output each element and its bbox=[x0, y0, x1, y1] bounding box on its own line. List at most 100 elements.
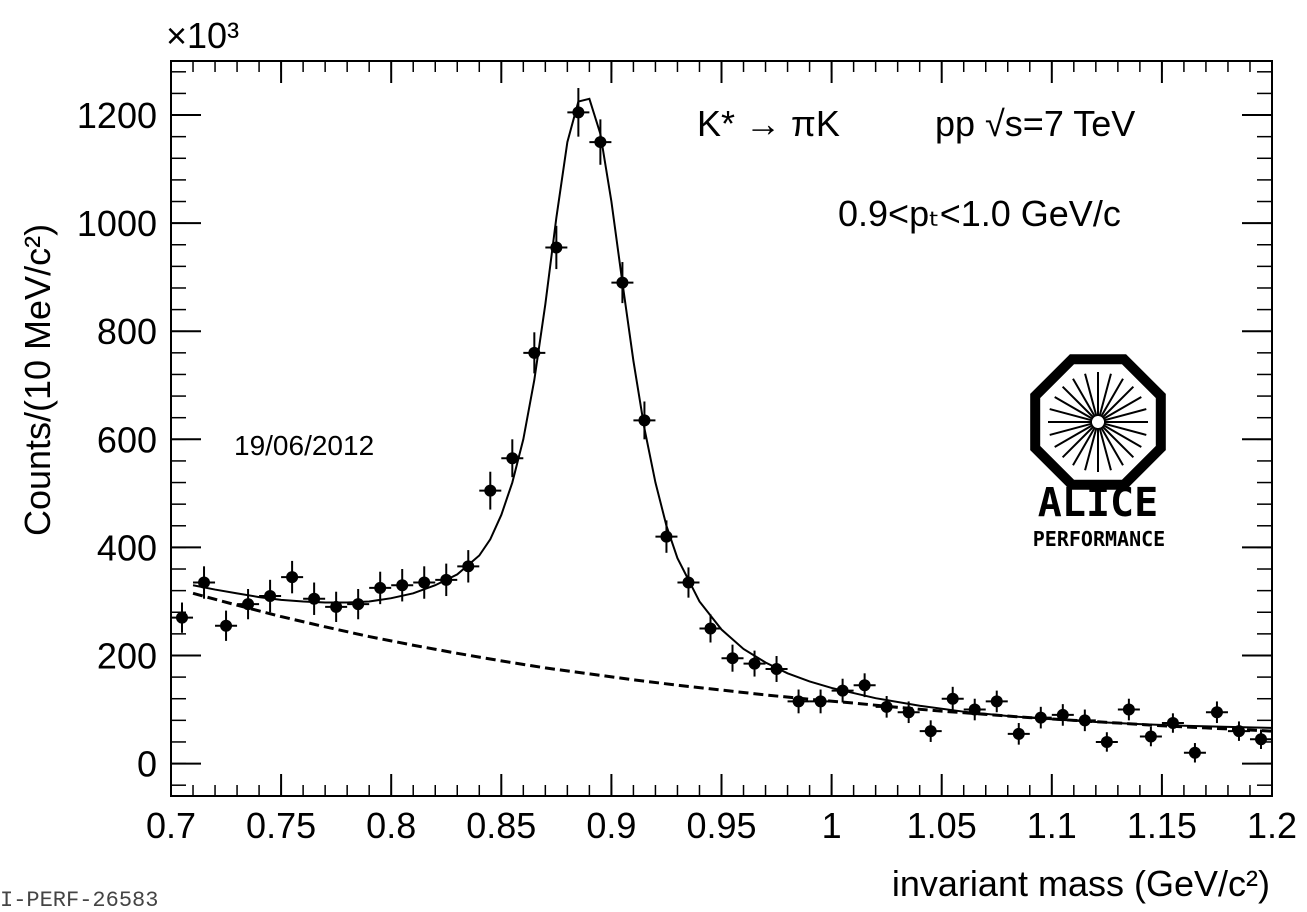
data-point bbox=[193, 566, 216, 599]
data-marker bbox=[726, 652, 739, 665]
data-marker bbox=[1100, 735, 1113, 748]
data-marker bbox=[198, 576, 211, 589]
data-marker bbox=[660, 530, 673, 543]
x-tick-label: 0.95 bbox=[686, 805, 756, 846]
data-marker bbox=[946, 692, 959, 705]
data-point bbox=[941, 686, 964, 711]
data-point bbox=[391, 569, 414, 602]
data-point bbox=[567, 88, 590, 137]
y-tick-label: 1200 bbox=[77, 95, 157, 136]
emblem-octagon bbox=[1030, 354, 1166, 490]
data-point bbox=[1051, 704, 1074, 726]
data-point bbox=[1073, 709, 1096, 732]
data-marker bbox=[1232, 725, 1245, 738]
data-marker bbox=[1056, 708, 1069, 721]
data-marker bbox=[902, 706, 915, 719]
emblem-ray bbox=[1084, 427, 1098, 471]
data-point bbox=[237, 589, 260, 620]
data-marker bbox=[792, 695, 805, 708]
data-marker bbox=[374, 581, 387, 594]
data-marker bbox=[462, 560, 475, 573]
emblem-ray bbox=[1103, 408, 1147, 422]
data-point bbox=[831, 678, 854, 703]
x-tick-label: 1.15 bbox=[1127, 805, 1197, 846]
emblem-ray bbox=[1072, 426, 1096, 466]
data-point bbox=[1007, 723, 1030, 745]
data-marker bbox=[418, 576, 431, 589]
data-marker bbox=[1144, 730, 1157, 743]
data-point bbox=[281, 560, 304, 594]
y-tick-label: 600 bbox=[97, 419, 157, 460]
annotation-date: 19/06/2012 bbox=[234, 430, 374, 461]
data-point bbox=[809, 689, 832, 714]
x-axis: 0.7 0.75 0.8 0.85 0.9 0.95 1 1.05 1.1 1.15 1.2 bbox=[146, 61, 1297, 846]
data-point bbox=[1029, 706, 1052, 729]
data-point bbox=[1117, 698, 1140, 721]
emblem-ray bbox=[1054, 424, 1094, 448]
data-marker bbox=[286, 571, 299, 584]
data-marker bbox=[176, 611, 189, 624]
data-point bbox=[677, 567, 700, 598]
y-axis-title: Counts/(10 MeV/c²) bbox=[17, 224, 58, 536]
data-marker bbox=[1034, 711, 1047, 724]
emblem-ray bbox=[1072, 378, 1096, 418]
data-point bbox=[1139, 726, 1162, 747]
annotation-reaction: K* → πK bbox=[697, 103, 840, 144]
y-tick-label: 1000 bbox=[77, 203, 157, 244]
data-marker bbox=[1078, 714, 1091, 727]
data-point bbox=[413, 566, 436, 599]
x-tick-label: 1 bbox=[822, 805, 842, 846]
data-marker bbox=[506, 452, 519, 465]
data-point bbox=[765, 656, 788, 682]
data-point bbox=[435, 563, 458, 597]
y-tick-label: 800 bbox=[97, 311, 157, 352]
emblem-ray bbox=[1061, 425, 1095, 459]
data-marker bbox=[924, 725, 937, 738]
data-point bbox=[1095, 732, 1118, 752]
data-point bbox=[787, 689, 810, 714]
emblem-ray bbox=[1054, 396, 1094, 420]
x-tick-label: 1.2 bbox=[1247, 805, 1297, 846]
x-tick-label: 0.8 bbox=[366, 805, 416, 846]
data-point bbox=[259, 579, 282, 613]
data-marker bbox=[264, 590, 277, 603]
emblem-ray bbox=[1101, 425, 1135, 459]
data-marker bbox=[770, 662, 783, 675]
data-marker bbox=[594, 136, 607, 149]
data-marker bbox=[1254, 733, 1267, 746]
data-marker bbox=[352, 598, 365, 611]
data-marker bbox=[616, 276, 629, 289]
data-point bbox=[963, 698, 986, 721]
y-multiplier: ×10³ bbox=[166, 15, 239, 56]
data-marker bbox=[1122, 703, 1135, 716]
emblem-ray bbox=[1061, 385, 1095, 419]
data-point bbox=[919, 720, 942, 742]
data-point bbox=[721, 644, 744, 672]
data-marker bbox=[1166, 717, 1179, 730]
data-marker bbox=[704, 622, 717, 635]
alice-emblem-icon bbox=[1030, 354, 1166, 490]
emblem-ray bbox=[1084, 373, 1098, 417]
alice-logo-text: ALICE bbox=[1038, 480, 1158, 526]
data-point bbox=[171, 602, 194, 633]
data-marker bbox=[396, 579, 409, 592]
y-tick-label: 400 bbox=[97, 527, 157, 568]
emblem-ray bbox=[1049, 422, 1093, 436]
emblem-ray bbox=[1100, 378, 1124, 418]
data-point bbox=[303, 582, 326, 615]
data-point bbox=[1227, 721, 1250, 741]
y-tick-label: 0 bbox=[137, 744, 157, 785]
data-marker bbox=[858, 679, 871, 692]
data-point bbox=[1161, 713, 1184, 733]
data-marker bbox=[484, 484, 497, 497]
x-tick-label: 1.05 bbox=[907, 805, 977, 846]
emblem-ray bbox=[1098, 427, 1112, 471]
data-marker bbox=[572, 106, 585, 119]
data-point bbox=[479, 471, 502, 510]
emblem-ray bbox=[1102, 424, 1142, 448]
x-axis-title: invariant mass (GeV/c²) bbox=[892, 863, 1270, 904]
data-point bbox=[853, 673, 876, 698]
data-marker bbox=[528, 346, 541, 359]
x-tick-label: 0.7 bbox=[146, 805, 196, 846]
data-marker bbox=[308, 592, 321, 605]
